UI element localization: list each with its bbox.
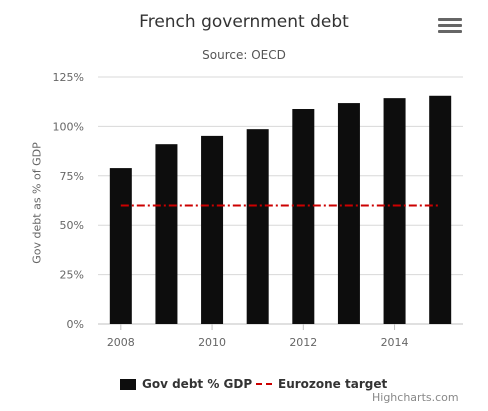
bar-series: [109, 95, 452, 325]
credits-link[interactable]: Highcharts.com: [372, 391, 459, 404]
legend: Gov debt % GDP Eurozone target: [0, 377, 488, 393]
bar: [337, 103, 360, 325]
legend-label: Gov debt % GDP: [142, 377, 253, 391]
y-tick-label: 125%: [53, 71, 84, 84]
hamburger-menu-icon[interactable]: [438, 18, 462, 38]
menu-bar: [438, 30, 462, 33]
y-tick-label: 0%: [67, 318, 84, 331]
y-tick-label: 75%: [60, 170, 84, 183]
x-tick-label: 2008: [107, 336, 135, 349]
legend-label: Eurozone target: [278, 377, 388, 391]
legend-item-eurozone-target[interactable]: Eurozone target: [256, 377, 387, 391]
bar: [201, 135, 224, 324]
x-tick-label: 2014: [381, 336, 409, 349]
bar: [383, 98, 406, 324]
menu-bar: [438, 24, 462, 27]
x-tick-label: 2010: [198, 336, 226, 349]
bar: [292, 109, 315, 324]
legend-item-gov-debt[interactable]: Gov debt % GDP: [120, 377, 252, 391]
menu-bar: [438, 18, 462, 21]
bar: [109, 168, 132, 324]
dashed-line-swatch-icon: [256, 383, 272, 385]
chart-subtitle: Source: OECD: [202, 48, 286, 62]
y-tick-label: 100%: [53, 120, 84, 133]
chart-title: French government debt: [139, 12, 349, 32]
x-tick-labels: 2008 2010 2012 2014: [107, 324, 409, 349]
bar-swatch-icon: [120, 378, 136, 390]
y-tick-label: 50%: [60, 219, 84, 232]
bar: [155, 144, 178, 324]
grid-lines: [98, 76, 463, 325]
y-tick-label: 25%: [60, 269, 84, 282]
bar: [429, 95, 452, 324]
bar: [246, 129, 269, 324]
y-tick-labels: 0% 25% 50% 75% 100% 125%: [53, 71, 84, 331]
x-tick-label: 2012: [289, 336, 317, 349]
